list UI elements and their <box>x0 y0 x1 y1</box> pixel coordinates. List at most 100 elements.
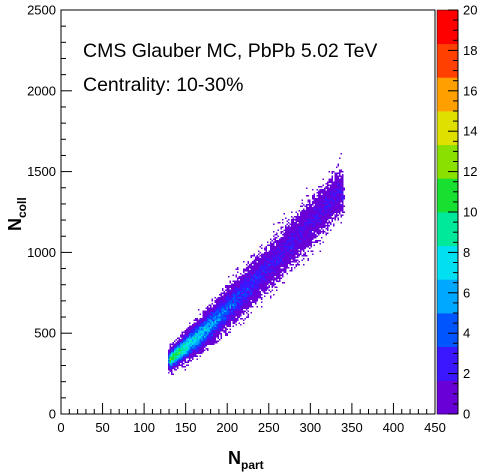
heatmap-cell <box>261 244 263 246</box>
heatmap-cell <box>226 324 228 326</box>
heatmap-cell <box>324 222 326 224</box>
heatmap-cell <box>300 253 302 255</box>
heatmap-cell <box>252 267 254 269</box>
heatmap-cell <box>303 258 305 260</box>
heatmap-cell <box>294 253 296 255</box>
heatmap-cell <box>319 243 321 245</box>
heatmap-cell <box>273 253 275 255</box>
heatmap-cell <box>184 345 186 347</box>
heatmap-cell <box>258 274 260 276</box>
heatmap-cell <box>180 360 182 362</box>
heatmap-cell <box>261 255 263 257</box>
heatmap-cell <box>306 240 308 242</box>
heatmap-cell <box>330 217 332 219</box>
heatmap-cell <box>342 183 344 185</box>
heatmap-cell <box>270 291 272 293</box>
heatmap-cell <box>331 217 333 219</box>
heatmap-cell <box>330 214 332 216</box>
heatmap-cell <box>268 264 270 266</box>
heatmap-cell <box>322 225 324 227</box>
heatmap-cell <box>337 195 339 197</box>
heatmap-cell <box>256 276 258 278</box>
heatmap-cell <box>300 223 302 225</box>
heatmap-cell <box>226 303 228 305</box>
heatmap-cell <box>247 270 249 272</box>
heatmap-cell <box>205 343 207 345</box>
heatmap-cell <box>258 270 260 272</box>
heatmap-cell <box>280 244 282 246</box>
heatmap-cell <box>190 346 192 348</box>
heatmap-cell <box>325 208 327 210</box>
heatmap-cell <box>220 325 222 327</box>
heatmap-cell <box>192 352 194 354</box>
heatmap-cell <box>232 274 234 276</box>
heatmap-cell <box>211 303 213 305</box>
heatmap-cell <box>201 340 203 342</box>
heatmap-cell <box>291 256 293 258</box>
heatmap-cell <box>280 268 282 270</box>
heatmap-cell <box>205 319 207 321</box>
heatmap-cell <box>250 301 252 303</box>
heatmap-cell <box>235 315 237 317</box>
heatmap-cell <box>330 205 332 207</box>
heatmap-cell <box>219 313 221 315</box>
heatmap-cell <box>316 199 318 201</box>
heatmap-cell <box>322 205 324 207</box>
heatmap-cell <box>310 211 312 213</box>
heatmap-cell <box>235 310 237 312</box>
heatmap-cell <box>313 196 315 198</box>
heatmap-cell <box>213 319 215 321</box>
heatmap-cell <box>202 324 204 326</box>
heatmap-cell <box>330 202 332 204</box>
z-tick-label: 18 <box>463 43 477 58</box>
heatmap-cell <box>288 262 290 264</box>
heatmap-cell <box>336 177 338 179</box>
heatmap-cell <box>303 204 305 206</box>
heatmap-cell <box>312 196 314 198</box>
heatmap-cell <box>214 328 216 330</box>
heatmap-cell <box>327 222 329 224</box>
heatmap-cell <box>187 328 189 330</box>
heatmap-cell <box>198 336 200 338</box>
heatmap-cell <box>247 274 249 276</box>
heatmap-cell <box>270 264 272 266</box>
heatmap-cell <box>273 250 275 252</box>
heatmap-cell <box>226 300 228 302</box>
heatmap-cell <box>277 267 279 269</box>
heatmap-cell <box>285 264 287 266</box>
heatmap-cell <box>273 264 275 266</box>
heatmap-cell <box>342 181 344 183</box>
heatmap-cell <box>226 288 228 290</box>
heatmap-cell <box>237 292 239 294</box>
heatmap-cell <box>244 294 246 296</box>
heatmap-cell <box>307 235 309 237</box>
heatmap-cell <box>181 357 183 359</box>
heatmap-cell <box>217 331 219 333</box>
heatmap-cell <box>225 316 227 318</box>
heatmap-cell <box>247 294 249 296</box>
heatmap-cell <box>303 229 305 231</box>
heatmap-cell <box>277 252 279 254</box>
heatmap-cell <box>279 270 281 272</box>
heatmap-cell <box>268 270 270 272</box>
heatmap-cell <box>306 229 308 231</box>
heatmap-cell <box>244 295 246 297</box>
heatmap-cell <box>309 207 311 209</box>
heatmap-cell <box>202 327 204 329</box>
heatmap-cell <box>229 331 231 333</box>
heatmap-cell <box>291 235 293 237</box>
heatmap-cell <box>243 285 245 287</box>
heatmap-cell <box>342 207 344 209</box>
heatmap-cell <box>237 298 239 300</box>
heatmap-cell <box>304 235 306 237</box>
heatmap-cell <box>286 237 288 239</box>
heatmap-cell <box>208 307 210 309</box>
heatmap-cell <box>208 336 210 338</box>
heatmap-cell <box>282 234 284 236</box>
heatmap-cell <box>253 277 255 279</box>
heatmap-cell <box>280 241 282 243</box>
heatmap-cell <box>274 240 276 242</box>
heatmap-cell <box>231 297 233 299</box>
heatmap-cell <box>316 235 318 237</box>
heatmap-cell <box>336 166 338 168</box>
